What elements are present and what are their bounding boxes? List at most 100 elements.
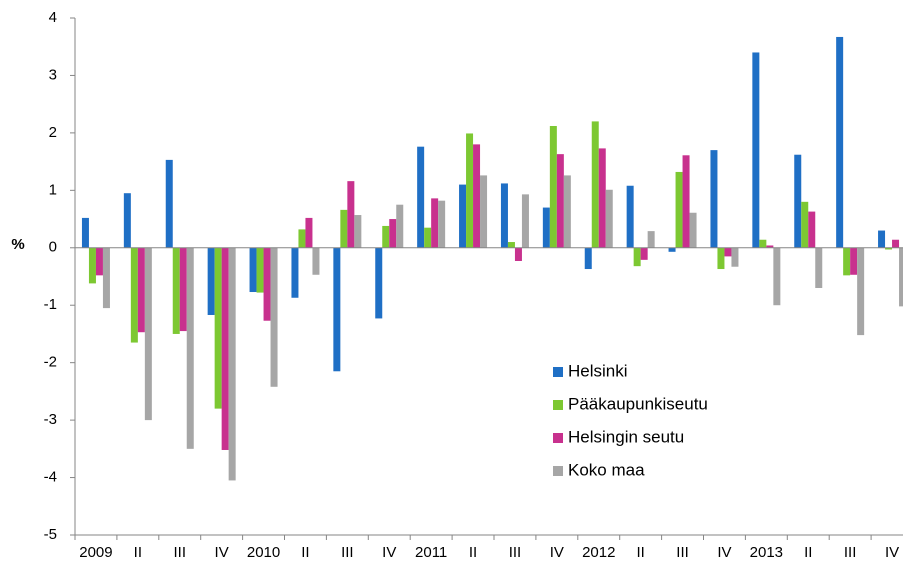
legend-swatch bbox=[553, 400, 563, 410]
bar bbox=[682, 155, 690, 248]
bar bbox=[270, 247, 278, 387]
bar bbox=[584, 247, 592, 270]
x-tick-label: III bbox=[509, 544, 522, 561]
legend-swatch bbox=[553, 433, 563, 443]
bar bbox=[857, 247, 865, 336]
bar bbox=[507, 242, 515, 248]
y-tick-label: 0 bbox=[49, 239, 57, 256]
x-tick-label: III bbox=[844, 544, 857, 561]
y-tick-label: -1 bbox=[44, 296, 57, 313]
bar bbox=[640, 247, 648, 260]
x-tick-label: IV bbox=[382, 544, 396, 561]
legend-label: Helsingin seutu bbox=[568, 427, 684, 446]
bar bbox=[710, 150, 718, 248]
bar bbox=[647, 231, 655, 248]
bar bbox=[563, 175, 571, 248]
legend-label: Pääkaupunkiseutu bbox=[568, 394, 708, 413]
bar bbox=[500, 183, 508, 248]
bar bbox=[249, 247, 257, 293]
bar bbox=[263, 247, 271, 321]
bar bbox=[347, 181, 355, 248]
bar bbox=[598, 148, 606, 248]
bar bbox=[766, 245, 774, 248]
bar bbox=[633, 247, 641, 267]
bar bbox=[81, 217, 89, 248]
legend-box bbox=[545, 350, 750, 510]
bar bbox=[123, 193, 131, 248]
bar bbox=[179, 247, 187, 332]
bar bbox=[759, 239, 767, 248]
bar bbox=[459, 184, 467, 248]
bar bbox=[843, 247, 851, 276]
bar bbox=[752, 52, 760, 248]
bar bbox=[556, 154, 564, 248]
y-tick-label: -4 bbox=[44, 469, 57, 486]
bar bbox=[424, 227, 432, 248]
bar bbox=[626, 185, 634, 248]
bar bbox=[291, 247, 299, 298]
x-tick-label: III bbox=[173, 544, 186, 561]
bar bbox=[102, 247, 110, 309]
bar bbox=[549, 125, 557, 248]
bar bbox=[808, 211, 816, 248]
bar bbox=[228, 247, 236, 481]
bar bbox=[389, 219, 397, 248]
x-tick-label: III bbox=[341, 544, 354, 561]
x-tick-label: III bbox=[676, 544, 689, 561]
y-tick-label: 4 bbox=[49, 9, 57, 26]
bar bbox=[605, 189, 613, 248]
bar bbox=[88, 247, 96, 284]
bar bbox=[305, 217, 313, 248]
bar bbox=[717, 247, 725, 270]
bar bbox=[396, 204, 404, 248]
bar bbox=[221, 247, 229, 450]
bar bbox=[731, 247, 739, 267]
x-tick-label: 2011 bbox=[415, 544, 447, 561]
y-tick-label: 1 bbox=[49, 181, 57, 198]
x-tick-label: II bbox=[134, 544, 142, 561]
x-tick-label: 2010 bbox=[247, 544, 280, 561]
bar bbox=[207, 247, 215, 315]
bar bbox=[542, 207, 550, 248]
x-tick-label: IV bbox=[885, 544, 899, 561]
x-tick-label: 2013 bbox=[750, 544, 783, 561]
legend-swatch bbox=[553, 367, 563, 377]
bar bbox=[172, 247, 180, 334]
legend-label: Koko maa bbox=[568, 460, 645, 479]
bar bbox=[878, 230, 886, 248]
bar bbox=[480, 175, 488, 248]
bar bbox=[689, 212, 697, 248]
bar bbox=[801, 201, 809, 248]
y-axis-label: % bbox=[11, 236, 24, 253]
bar bbox=[333, 247, 341, 372]
bar bbox=[354, 215, 362, 248]
x-tick-label: II bbox=[301, 544, 309, 561]
bar bbox=[431, 198, 439, 248]
x-tick-label: II bbox=[804, 544, 812, 561]
legend-swatch bbox=[553, 466, 563, 476]
bar bbox=[256, 247, 264, 293]
bar bbox=[473, 144, 481, 248]
legend-label: Helsinki bbox=[568, 361, 628, 380]
bar bbox=[521, 194, 529, 248]
bar bbox=[340, 209, 348, 248]
bar bbox=[794, 154, 802, 248]
bar bbox=[298, 229, 306, 248]
bar bbox=[815, 247, 823, 288]
y-tick-label: 3 bbox=[49, 66, 57, 83]
bar bbox=[137, 247, 145, 333]
bar bbox=[417, 146, 425, 248]
bar bbox=[144, 247, 152, 421]
bar bbox=[382, 225, 390, 248]
bar bbox=[214, 247, 222, 409]
bar bbox=[514, 247, 522, 261]
bar bbox=[186, 247, 194, 449]
y-tick-label: -5 bbox=[44, 526, 57, 543]
bar bbox=[312, 247, 320, 275]
bar bbox=[773, 247, 781, 306]
bar bbox=[165, 159, 173, 248]
y-tick-label: -2 bbox=[44, 354, 57, 371]
bar bbox=[899, 247, 903, 307]
bar bbox=[95, 247, 103, 276]
